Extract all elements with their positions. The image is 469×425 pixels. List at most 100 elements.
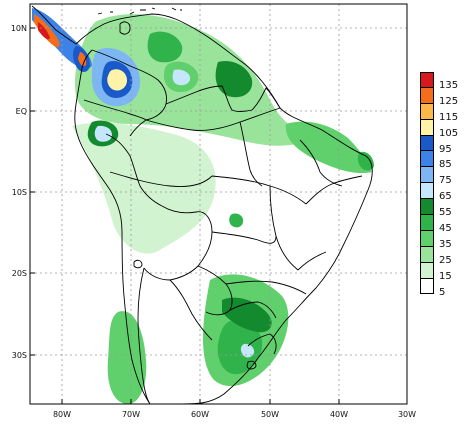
legend-swatch [420, 167, 434, 184]
legend-label: 125 [439, 95, 459, 107]
legend-label: 75 [439, 175, 452, 187]
legend-label: 25 [439, 254, 452, 266]
border-uruguay [247, 333, 277, 355]
latitude-axis: 10N EQ 10S 20S 30S [11, 24, 35, 360]
legend-swatch [420, 230, 434, 247]
legend-entry: 35 [420, 230, 468, 250]
legend-swatch [420, 183, 434, 200]
longitude-label: 80W [53, 410, 71, 419]
legend-swatch [420, 151, 434, 168]
precip-core-venezuela-inner [172, 69, 191, 86]
graticule [30, 4, 407, 404]
precip-band-southwest [107, 311, 147, 404]
border-brazil-north [145, 107, 281, 131]
legend-swatch [420, 246, 434, 263]
border-argentina-brazil [229, 301, 277, 319]
plot-border [29, 3, 408, 405]
legend-entry: 95 [420, 135, 468, 155]
legend-label: 135 [439, 80, 459, 91]
caribbean-islands [97, 7, 182, 15]
legend-label: 115 [439, 111, 459, 123]
latitude-label: 10N [11, 24, 27, 33]
legend-swatch [420, 199, 434, 216]
precip-band-interior [72, 122, 216, 254]
precip-core-colombia-eye [107, 69, 127, 91]
colorbar-legend: 135 125 115 105 95 85 75 65 55 45 35 25 15 5 [420, 72, 468, 298]
legend-entry: 65 [420, 183, 468, 203]
lagoon-southeast [246, 360, 257, 370]
precip-core-amazon-mid [147, 31, 183, 63]
border-guyana-suriname [221, 85, 253, 112]
precip-core-guyana [215, 60, 253, 98]
border-venezuela-guyana [165, 85, 223, 105]
border-brazil-states-4 [305, 175, 363, 205]
border-bolivia [143, 205, 213, 281]
precip-core-southeast-north [222, 297, 272, 333]
precip-core-southeast [217, 320, 263, 375]
border-brazil-states-3 [239, 121, 263, 187]
longitude-label: 70W [122, 410, 140, 419]
legend-entry: 15 [420, 262, 468, 282]
longitude-axis: 80W 70W 60W 50W 40W 30W [53, 399, 416, 419]
lake-titicaca [133, 259, 143, 269]
legend-swatch [420, 215, 434, 231]
latitude-label: 10S [12, 188, 27, 197]
precip-core-central [229, 213, 244, 228]
border-brazil-states-8 [109, 171, 213, 187]
legend-label: 85 [439, 159, 452, 171]
legend-entry: 25 [420, 246, 468, 266]
legend-entry: 45 [420, 215, 468, 235]
legend-label: 35 [439, 238, 452, 250]
legend-label: 55 [439, 207, 452, 219]
latitude-label: 30S [12, 351, 27, 360]
latitude-label: 20S [12, 269, 27, 278]
legend-label: 15 [439, 270, 452, 282]
legend-swatch [420, 278, 434, 295]
precip-band-east-coast [285, 121, 372, 174]
precip-core-panama-peak [38, 22, 50, 40]
legend-label: 5 [439, 286, 446, 298]
country-borders [31, 5, 373, 404]
legend-entry: 115 [420, 103, 468, 123]
border-brazil-states-9 [211, 231, 277, 244]
legend-swatch [420, 262, 434, 279]
legend-swatch [420, 103, 434, 120]
border-brazil-states-7 [299, 139, 343, 187]
legend-entry: 125 [420, 87, 468, 107]
lake-maracaibo [119, 21, 131, 35]
border-argentina-north [169, 279, 213, 341]
longitude-label: 60W [191, 410, 209, 419]
border-peru-brazil [105, 133, 163, 207]
legend-entry: 135 [420, 72, 468, 91]
precip-core-amazon-west-inner [94, 125, 112, 142]
precip-core-southeast-inner [240, 343, 255, 358]
border-suriname-guiana [251, 87, 281, 111]
longitude-label: 30W [398, 410, 416, 419]
border-brazil-states-6 [225, 280, 307, 295]
legend-label: 95 [439, 143, 452, 155]
border-brazil-states-5 [297, 251, 327, 271]
legend-swatch [420, 119, 434, 136]
legend-entry: 5 [420, 278, 468, 298]
legend-label: 65 [439, 191, 452, 203]
border-chile-argentina [137, 267, 151, 404]
legend-label: 45 [439, 223, 452, 235]
border-colombia-south [83, 99, 147, 137]
legend-swatch [420, 135, 434, 152]
latitude-label: EQ [16, 107, 27, 116]
legend-swatch [420, 72, 434, 88]
legend-entry: 55 [420, 199, 468, 219]
longitude-label: 50W [261, 410, 279, 419]
legend-entry: 75 [420, 167, 468, 187]
border-paraguay [197, 265, 233, 316]
longitude-label: 40W [330, 410, 348, 419]
continent-coastline [31, 5, 373, 404]
precip-core-panama-inner [34, 14, 60, 48]
legend-entry: 85 [420, 151, 468, 171]
precipitation-field [32, 8, 374, 404]
legend-label: 105 [439, 127, 459, 139]
legend-entry: 105 [420, 119, 468, 139]
border-colombia-venezuela [91, 49, 167, 121]
precip-core-northeast [357, 151, 374, 171]
